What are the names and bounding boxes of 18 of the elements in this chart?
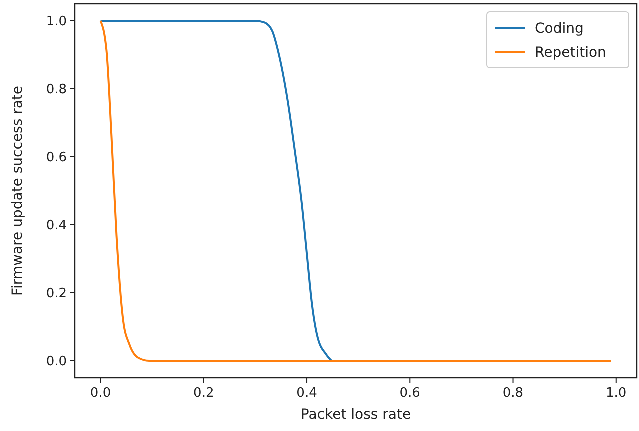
x-tick-label: 0.4 — [296, 386, 318, 401]
y-tick-label: 0.0 — [46, 354, 67, 370]
y-tick-label: 0.6 — [46, 150, 67, 166]
y-tick-label: 0.8 — [46, 82, 67, 98]
line-series — [100, 20, 612, 362]
x-tick-label: 0.8 — [502, 386, 524, 401]
y-tick-label: 1.0 — [46, 14, 67, 30]
x-tick-label: 0.0 — [90, 386, 112, 401]
legend-label: Coding — [535, 20, 584, 37]
x-tick-label: 1.0 — [606, 386, 627, 401]
y-axis-title: Firmware update success rate — [10, 86, 26, 296]
x-tick-label: 0.6 — [400, 386, 420, 401]
line-series — [100, 20, 333, 362]
y-tick-label: 0.4 — [46, 218, 67, 234]
x-tick-label: 0.2 — [194, 386, 214, 401]
x-axis-title: Packet loss rate — [300, 407, 412, 423]
y-tick-label: 0.2 — [46, 286, 67, 302]
legend-label: Repetition — [535, 44, 606, 61]
